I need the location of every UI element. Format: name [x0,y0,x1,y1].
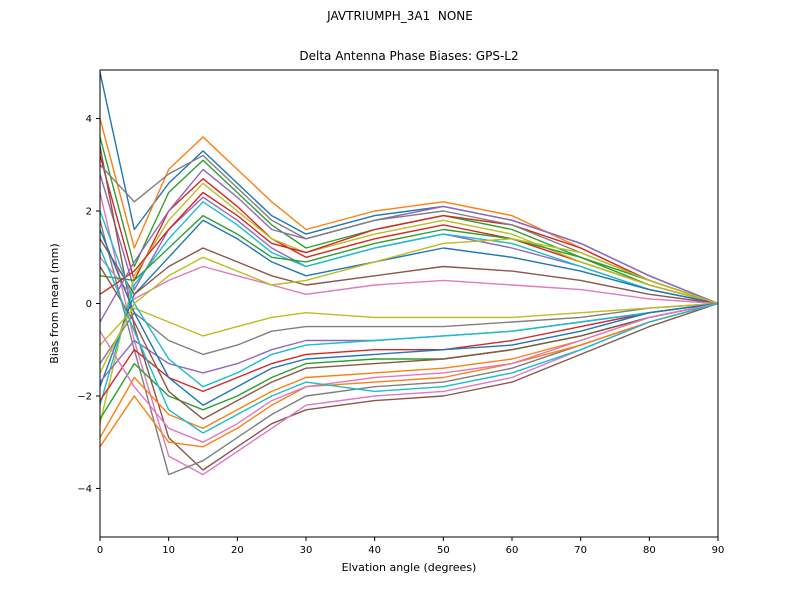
y-tick-label: 4 [86,114,92,125]
series-group [100,71,718,476]
x-axis-label: Elvation angle (degrees) [342,561,477,574]
series-line [100,247,718,434]
y-tick-label: 0 [86,299,92,310]
series-line [100,191,718,305]
x-tick-label: 30 [300,545,313,556]
series-line [100,238,718,374]
x-tick-label: 20 [231,545,244,556]
series-line [100,302,718,346]
x-tick-label: 90 [712,545,725,556]
x-tick-label: 80 [643,545,656,556]
x-tick-label: 50 [437,545,450,556]
series-line [100,191,718,476]
x-tick-label: 60 [506,545,519,556]
figure-suptitle: JAVTRIUMPH_3A1 NONE [327,9,473,23]
y-axis-label: Bias from mean (mm) [48,243,61,363]
series-line [100,168,718,323]
series-line [100,219,718,388]
y-tick-label: −4 [77,484,92,495]
series-line [100,219,718,476]
y-tick-label: −2 [77,391,92,402]
x-tick-label: 40 [368,545,381,556]
series-line [100,145,718,471]
y-tick-label: 2 [86,207,92,218]
series-line [100,214,718,305]
axes-box [99,69,719,538]
x-tick-label: 10 [162,545,175,556]
series-line [100,210,718,388]
series-line [100,238,718,305]
series-line [100,302,718,365]
series-line [100,256,718,305]
series-line [100,201,718,406]
series-line [100,136,718,305]
x-tick-label: 0 [97,545,103,556]
series-line [100,302,718,443]
series-line [100,228,718,406]
series-line [100,265,718,420]
x-tick-label: 70 [574,545,587,556]
axes-title: Delta Antenna Phase Biases: GPS-L2 [299,49,519,63]
